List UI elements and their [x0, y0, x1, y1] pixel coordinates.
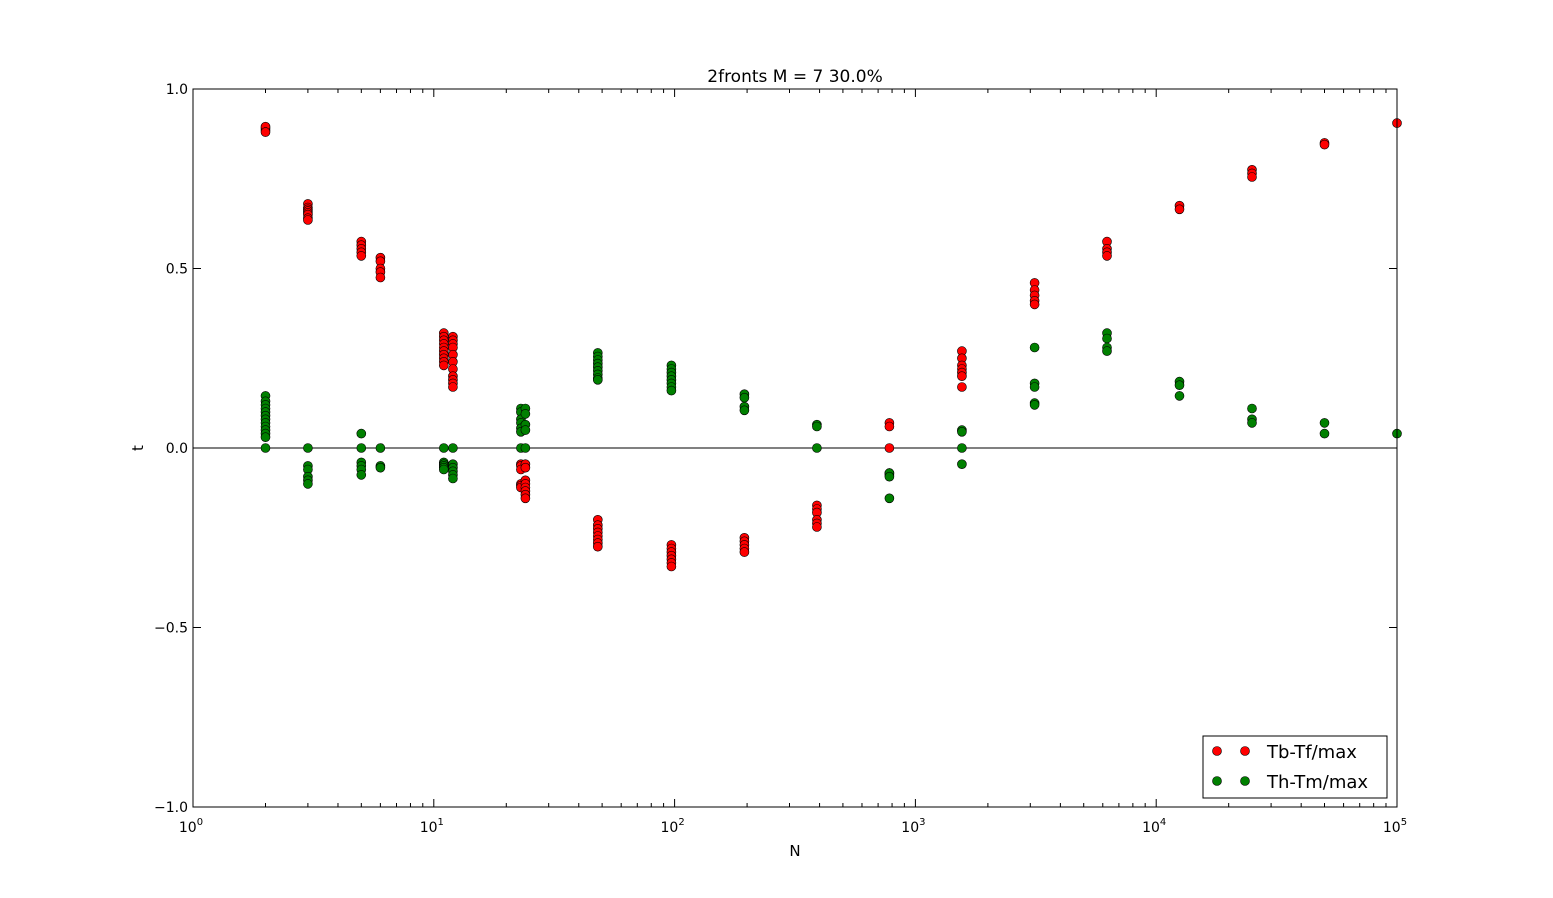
legend-marker-series-2-a: [1212, 776, 1222, 786]
data-point-series-2: [812, 421, 822, 432]
data-point-series-2: [1029, 400, 1040, 410]
legend-label-series-2: Th-Tm/max: [1266, 772, 1368, 793]
x-tick-label-exponent: 4: [1160, 817, 1166, 828]
y-tick-label: 0.5: [166, 262, 188, 278]
data-point-series-2: [356, 428, 367, 439]
data-point-series-2: [1247, 403, 1257, 414]
legend-marker-series-2-b: [1240, 776, 1250, 786]
data-point-series-2: [812, 443, 822, 453]
chart-title: 2fronts M = 7 30.0%: [707, 67, 882, 87]
data-point-series-1: [1319, 139, 1330, 150]
data-point-series-1: [884, 421, 895, 432]
y-tick-label: 1.0: [166, 82, 188, 98]
data-point-series-1: [884, 443, 895, 453]
data-point-series-1: [375, 272, 386, 283]
data-point-series-2: [1102, 333, 1112, 344]
data-point-series-1: [739, 547, 750, 557]
y-tick-label: −0.5: [154, 621, 188, 637]
data-point-series-2: [520, 409, 531, 419]
x-tick-label: 100: [179, 817, 203, 836]
y-tick-label: −1.0: [154, 800, 188, 816]
data-points: [260, 118, 1402, 572]
data-point-series-1: [260, 127, 271, 137]
data-point-series-2: [1319, 418, 1330, 428]
x-tick-label-base: 10: [179, 820, 197, 836]
data-point-series-2: [260, 432, 271, 443]
data-point-series-2: [1174, 380, 1185, 391]
data-point-series-2: [666, 385, 677, 396]
x-tick-label-base: 10: [901, 820, 919, 836]
x-tick-label-exponent: 3: [919, 817, 925, 828]
data-point-series-2: [957, 443, 967, 453]
plot-frame: [192, 88, 1398, 808]
x-tick-label-base: 10: [1142, 820, 1160, 836]
x-tick-label-base: 10: [660, 820, 678, 836]
data-point-series-1: [1247, 172, 1257, 182]
data-point-series-2: [375, 462, 386, 473]
x-tick-label-exponent: 2: [678, 817, 684, 828]
data-point-series-2: [1319, 428, 1330, 439]
data-point-series-1: [957, 371, 967, 382]
x-tick-label: 105: [1383, 817, 1407, 836]
data-point-series-2: [1102, 346, 1112, 356]
data-point-series-2: [884, 471, 895, 482]
data-point-series-2: [957, 459, 967, 470]
data-point-series-2: [592, 374, 603, 385]
data-point-series-2: [375, 443, 386, 453]
x-tick-label-exponent: 5: [1401, 817, 1407, 828]
x-axis-label: N: [789, 842, 800, 860]
data-point-series-1: [438, 360, 449, 371]
x-tick-label: 103: [901, 817, 925, 836]
data-point-series-1: [448, 382, 458, 392]
data-point-series-2: [520, 425, 531, 435]
data-point-series-2: [739, 405, 750, 416]
series-1-points: [260, 118, 1402, 572]
data-point-series-2: [1174, 391, 1185, 401]
legend-label-series-1: Tb-Tf/max: [1266, 742, 1357, 763]
data-point-series-2: [1247, 418, 1257, 428]
x-tick-label: 101: [420, 817, 444, 836]
data-point-series-1: [592, 541, 603, 552]
x-tick-label: 104: [1142, 817, 1166, 836]
data-point-series-2: [1029, 342, 1040, 353]
data-point-series-1: [356, 251, 367, 261]
data-point-series-2: [884, 493, 895, 504]
data-point-series-1: [303, 215, 313, 225]
data-point-series-2: [448, 473, 458, 484]
data-point-series-2: [1029, 382, 1040, 392]
legend-box: [1202, 735, 1388, 799]
data-point-series-1: [520, 493, 531, 504]
data-point-series-2: [957, 426, 967, 437]
data-point-series-1: [1102, 251, 1112, 261]
x-tick-label-exponent: 0: [197, 817, 203, 828]
x-tick-label: 102: [660, 817, 684, 836]
y-tick-label: 0.0: [166, 441, 188, 457]
data-point-series-2: [438, 443, 449, 453]
data-point-series-2: [303, 443, 313, 453]
data-point-series-1: [1029, 299, 1040, 310]
x-tick-label-base: 10: [420, 820, 438, 836]
data-point-series-2: [303, 479, 313, 489]
x-tick-label-exponent: 1: [438, 817, 444, 828]
data-point-series-1: [1174, 204, 1185, 215]
data-point-series-1: [666, 561, 677, 572]
legend-marker-series-1-b: [1240, 746, 1250, 756]
legend: Tb-Tf/max Th-Tm/max: [1202, 735, 1388, 799]
data-point-series-2: [356, 443, 367, 453]
data-point-series-2: [260, 443, 271, 453]
data-point-series-2: [438, 464, 449, 475]
legend-marker-series-1-a: [1212, 746, 1222, 756]
data-point-series-1: [520, 462, 531, 473]
data-point-series-2: [520, 443, 531, 453]
x-tick-label-base: 10: [1383, 820, 1401, 836]
series-2-points: [260, 328, 1402, 504]
y-axis-label: t: [129, 445, 147, 451]
data-point-series-2: [448, 443, 458, 453]
data-point-series-1: [812, 522, 822, 532]
data-point-series-2: [356, 470, 367, 480]
data-point-series-2: [739, 392, 750, 403]
data-point-series-1: [957, 382, 967, 392]
